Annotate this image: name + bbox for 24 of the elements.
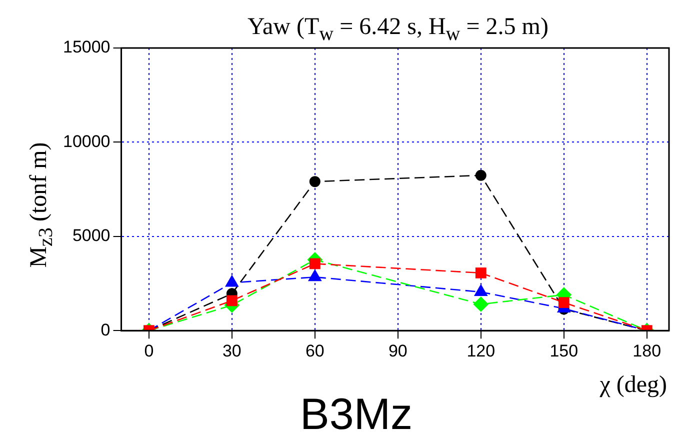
x-tick-label: 120 xyxy=(466,341,496,360)
y-tick-label: 15000 xyxy=(62,38,110,57)
x-tick-label: 60 xyxy=(305,341,324,360)
x-tick-label: 30 xyxy=(222,341,242,360)
point xyxy=(308,270,322,282)
point xyxy=(473,296,488,312)
point xyxy=(475,268,486,278)
chart-title: Yaw (T$_{w}$ = 6.42 s, H$_{w}$ = 2.5 m) xyxy=(246,14,550,46)
point xyxy=(309,176,320,188)
x-tick-label: 90 xyxy=(388,341,408,360)
point xyxy=(225,275,238,287)
y-tick-label: 5000 xyxy=(72,226,110,246)
x-tick-label: 150 xyxy=(550,341,578,360)
point xyxy=(558,297,570,308)
x-tick-label: 180 xyxy=(632,341,662,360)
point xyxy=(474,284,488,296)
point xyxy=(475,170,486,181)
point xyxy=(226,295,238,306)
x-tick-label: 0 xyxy=(144,341,154,360)
y-tick-label: 10000 xyxy=(62,132,110,151)
text: B3Mz xyxy=(300,390,412,440)
point xyxy=(309,258,320,270)
y-tick-label: 0 xyxy=(100,320,110,340)
x-axis-title: χ (deg) xyxy=(600,372,667,399)
